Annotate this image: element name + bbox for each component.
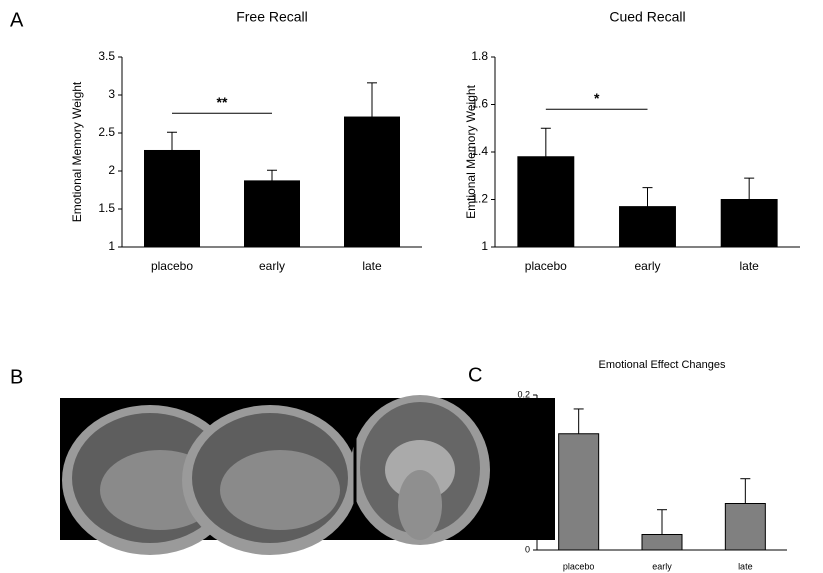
y-axis-label: Emotional Memory Weight: [70, 81, 84, 222]
significance-label: **: [217, 94, 228, 110]
y-tick-label: 2.5: [98, 125, 115, 139]
bar: [559, 434, 599, 550]
bar: [518, 157, 574, 247]
brain-image: [60, 395, 555, 555]
y-tick-label: 0: [525, 544, 530, 554]
y-tick-label: 1.5: [98, 201, 115, 215]
chart-title: Emotional Effect Changes: [599, 359, 726, 371]
bar: [642, 535, 682, 551]
y-tick-label: 0.16: [512, 420, 530, 430]
bar: [721, 200, 777, 248]
y-tick-label: 1.6: [471, 97, 488, 111]
x-tick-label: late: [362, 259, 382, 273]
x-tick-label: late: [739, 259, 759, 273]
y-tick-label: 2: [108, 163, 115, 177]
significance-label: *: [594, 90, 600, 106]
x-tick-label: placebo: [525, 259, 567, 273]
page: A B C Free Recall Emotional Memory Weight…: [0, 0, 823, 573]
y-tick-label: 1.4: [471, 144, 488, 158]
chart-title: Free Recall: [236, 9, 308, 25]
x-tick-label: placebo: [563, 561, 595, 571]
x-tick-label: early: [259, 259, 285, 273]
y-tick-label: 0.2: [517, 389, 530, 399]
panel-label: A: [10, 9, 24, 31]
x-tick-label: early: [634, 259, 660, 273]
panel-label: C: [468, 364, 482, 386]
y-tick-label: 3: [108, 87, 115, 101]
bar: [725, 504, 765, 551]
y-tick-label: 1.8: [471, 49, 488, 63]
y-tick-label: 1: [481, 239, 488, 253]
x-tick-label: placebo: [151, 259, 193, 273]
y-tick-label: 0.04: [512, 513, 530, 523]
x-tick-label: late: [738, 561, 753, 571]
panel-label: B: [10, 366, 23, 388]
figure: A B C Free Recall Emotional Memory Weight…: [0, 0, 823, 573]
bar: [620, 207, 676, 247]
x-tick-label: early: [652, 561, 672, 571]
y-tick-label: 0.08: [512, 482, 530, 492]
bar: [345, 117, 400, 247]
y-tick-label: 0.12: [512, 451, 530, 461]
y-tick-label: 1: [108, 239, 115, 253]
bar: [145, 150, 200, 247]
bar: [245, 181, 300, 247]
y-tick-label: 1.2: [471, 192, 488, 206]
y-tick-label: 3.5: [98, 49, 115, 63]
chart-title: Cued Recall: [609, 9, 685, 25]
